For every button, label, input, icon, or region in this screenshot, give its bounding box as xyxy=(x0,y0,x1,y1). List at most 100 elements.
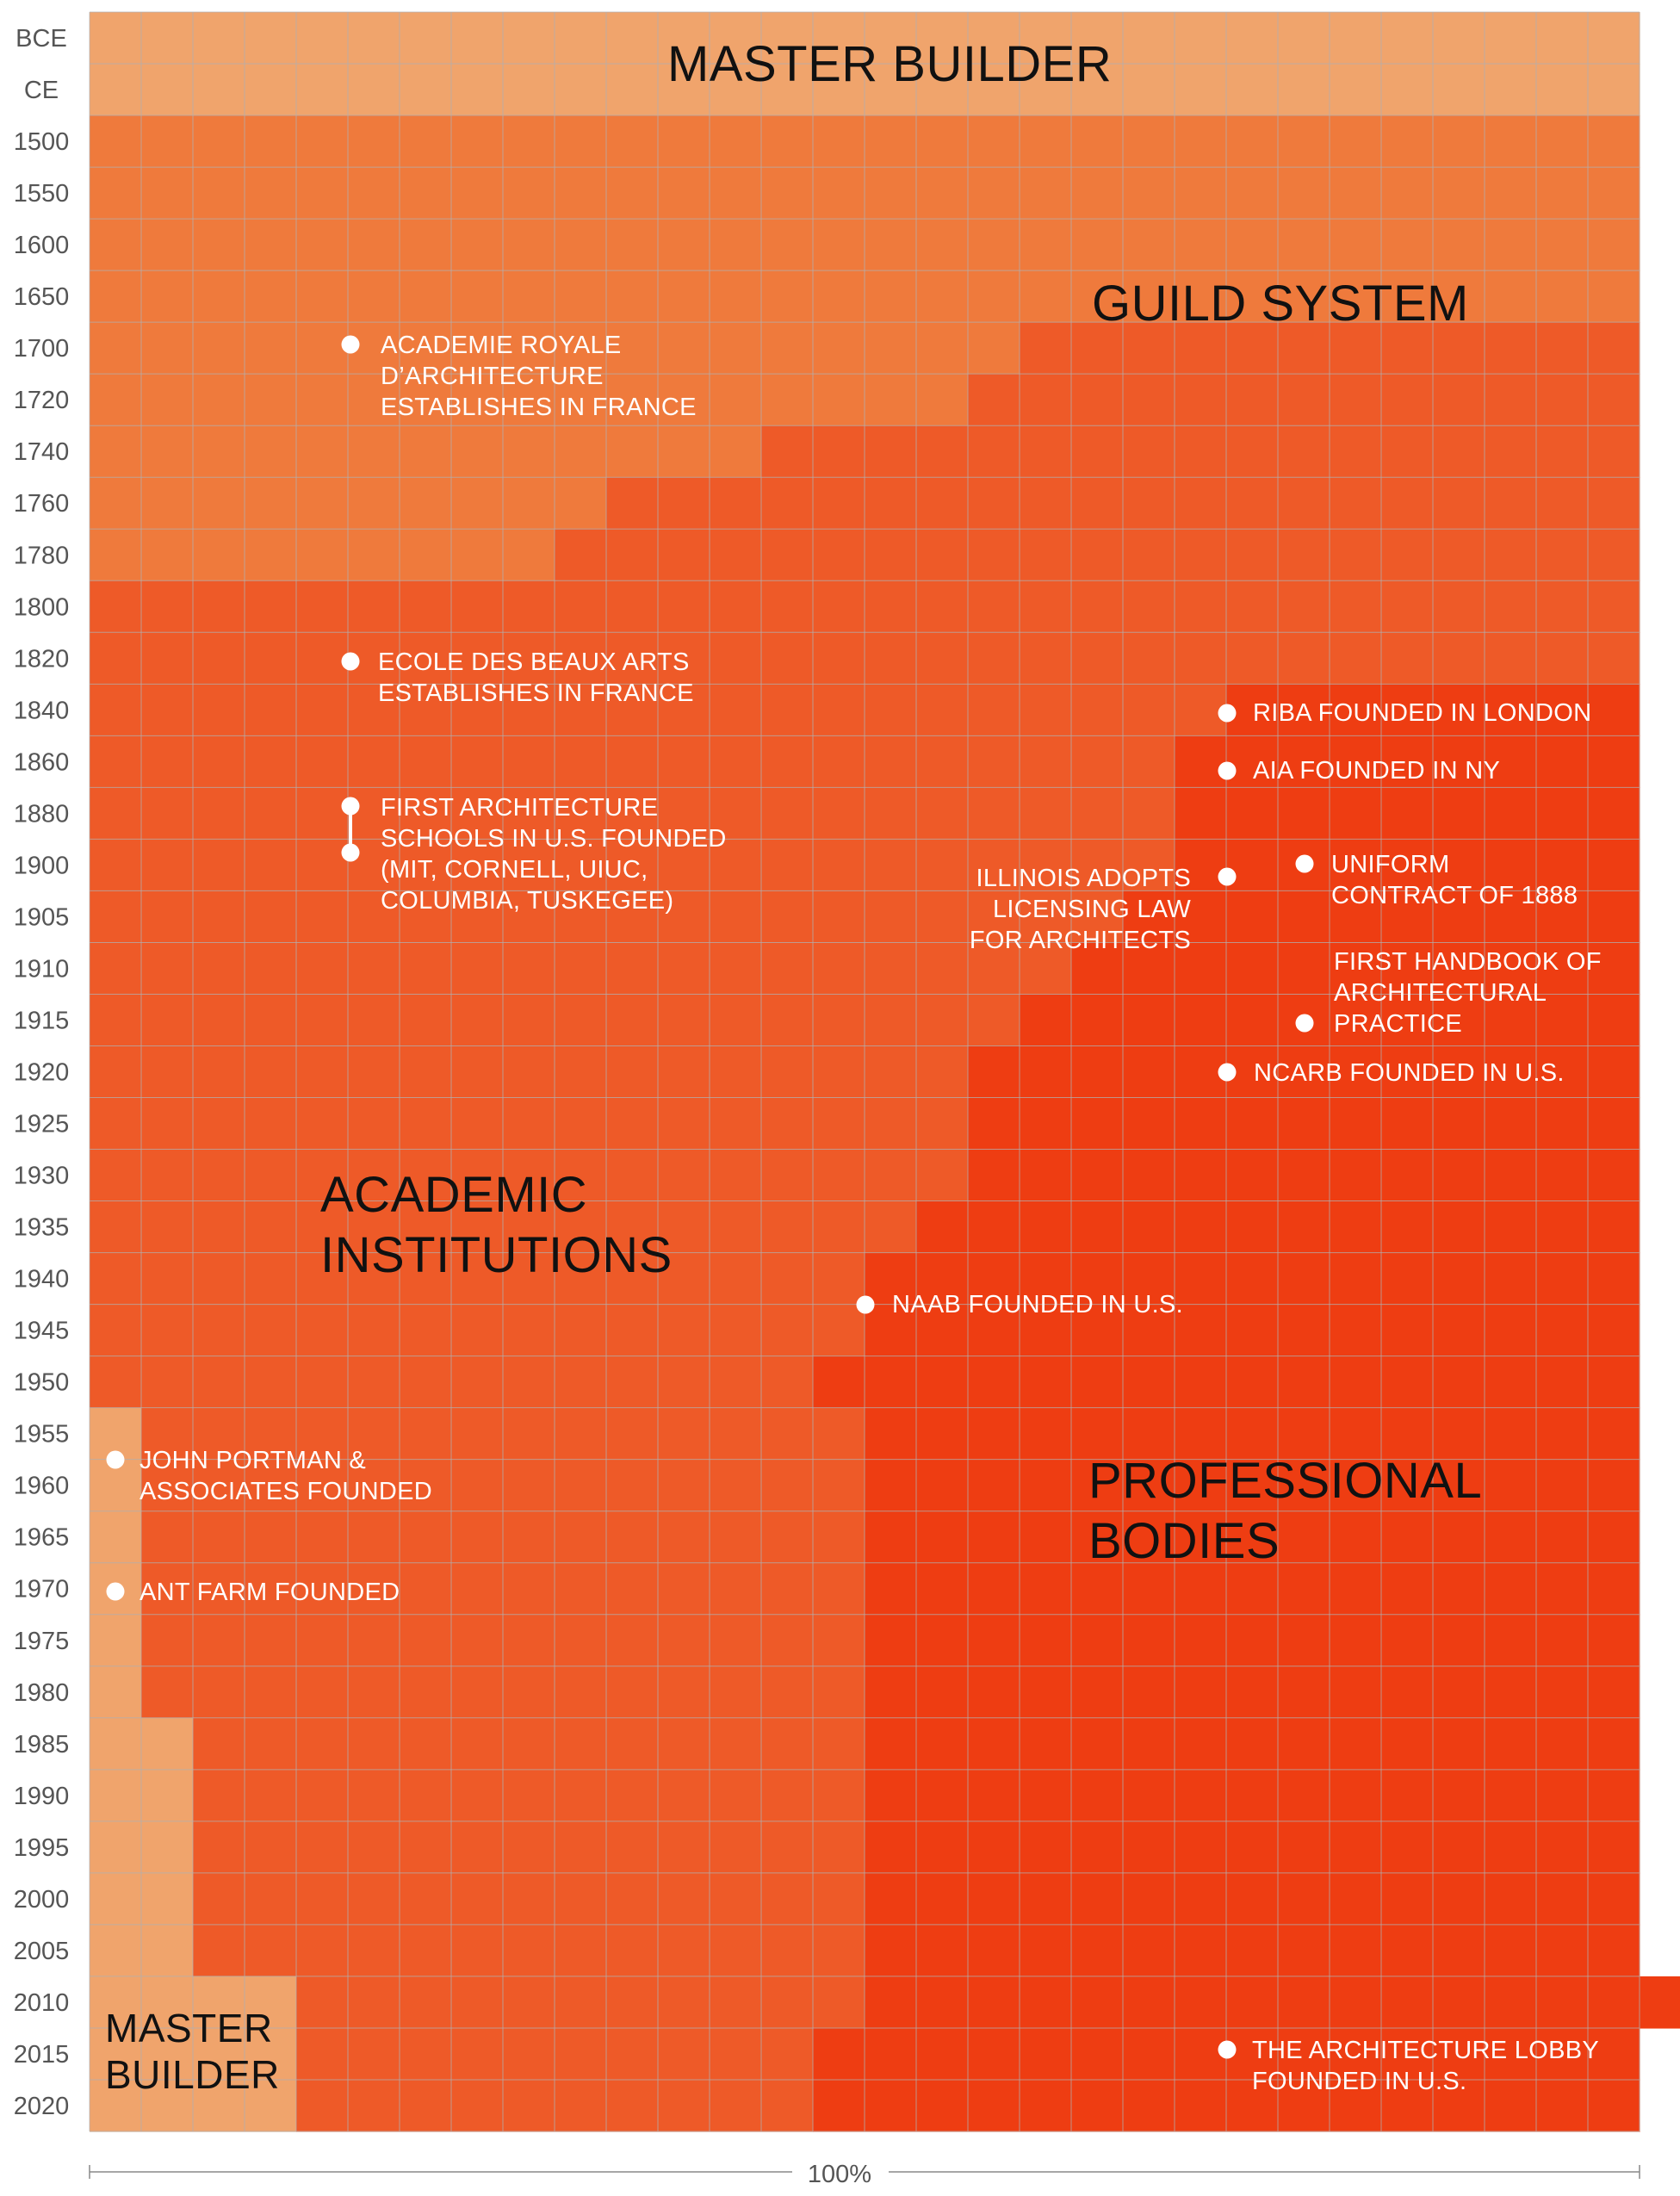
row-label-1965: 1965 xyxy=(14,1524,70,1552)
row-label-1960: 1960 xyxy=(14,1473,70,1500)
grid-layer xyxy=(89,11,1640,2132)
row-label-1910: 1910 xyxy=(14,955,70,983)
bar-professional-bodies-1900 xyxy=(1175,839,1640,892)
row-label-2000: 2000 xyxy=(14,1886,70,1914)
event-dot-0 xyxy=(341,335,360,354)
bar-academic-institutions-1930 xyxy=(90,1149,969,1202)
bar-guild-system-1780 xyxy=(90,529,555,581)
bar-academic-institutions-1920 xyxy=(90,1045,969,1099)
row-label-1975: 1975 xyxy=(14,1628,70,1655)
event-dot-12 xyxy=(1218,2040,1237,2059)
row-label-1860: 1860 xyxy=(14,748,70,776)
event-dot-3 xyxy=(1218,704,1237,723)
bar-academic-institutions-2010 xyxy=(296,1976,865,2029)
row-label-2020: 2020 xyxy=(14,2093,70,2120)
row-label-ce: CE xyxy=(24,77,59,104)
bar-professional-bodies-2005 xyxy=(865,1924,1640,1977)
bar-professional-bodies-1975 xyxy=(865,1614,1640,1667)
row-label-1955: 1955 xyxy=(14,1421,70,1448)
event-dot-4 xyxy=(1218,761,1237,780)
row-label-1900: 1900 xyxy=(14,852,70,879)
bar-academic-institutions-1985 xyxy=(193,1717,865,1771)
row-label-2005: 2005 xyxy=(14,1938,70,1965)
event-dot-6 xyxy=(1295,854,1314,873)
bar-guild-system-1740 xyxy=(90,425,762,478)
row-label-1940: 1940 xyxy=(14,1266,70,1293)
bar-professional-bodies-1985 xyxy=(865,1717,1640,1771)
bar-professional-bodies-1920 xyxy=(968,1045,1640,1099)
row-label-1500: 1500 xyxy=(14,128,70,156)
bar-professional-bodies-1925 xyxy=(968,1097,1640,1151)
row-label-2015: 2015 xyxy=(14,2041,70,2069)
row-label-1780: 1780 xyxy=(14,542,70,569)
bar-professional-bodies-1960 xyxy=(865,1459,1640,1512)
bar-academic-institutions-1900 xyxy=(90,839,1175,892)
row-label-1820: 1820 xyxy=(14,645,70,673)
bar-academic-institutions-1720 xyxy=(968,374,1640,426)
bar-academic-institutions-1925 xyxy=(90,1097,969,1151)
bar-professional-bodies-1980 xyxy=(865,1666,1640,1719)
row-label-1945: 1945 xyxy=(14,1318,70,1345)
bar-master-builder-1975 xyxy=(90,1614,142,1667)
event-dot-1 xyxy=(341,652,360,671)
bar-professional-bodies-2000 xyxy=(865,1872,1640,1926)
bar-academic-institutions-2000 xyxy=(193,1872,865,1926)
bar-academic-institutions-1880 xyxy=(90,787,1175,840)
bar-master-builder-1965 xyxy=(90,1511,142,1564)
bar-professional-bodies-2010 xyxy=(865,1976,1680,2029)
row-label-1740: 1740 xyxy=(14,438,70,466)
bar-academic-institutions-1860 xyxy=(90,735,1175,788)
bar-professional-bodies-1970 xyxy=(865,1562,1640,1616)
row-label-1990: 1990 xyxy=(14,1783,70,1810)
bar-academic-institutions-1995 xyxy=(193,1821,865,1874)
row-label-1985: 1985 xyxy=(14,1731,70,1759)
bar-professional-bodies-1955 xyxy=(865,1407,1640,1461)
row-label-1995: 1995 xyxy=(14,1834,70,1862)
bar-academic-institutions-1990 xyxy=(193,1769,865,1822)
row-label-1550: 1550 xyxy=(14,180,70,208)
bar-academic-institutions-1780 xyxy=(555,529,1640,581)
row-label-1950: 1950 xyxy=(14,1369,70,1397)
row-label-1905: 1905 xyxy=(14,903,70,931)
event-dot-11 xyxy=(106,1582,125,1601)
bar-master-builder-1980 xyxy=(90,1666,142,1719)
event-dot-9 xyxy=(856,1295,875,1314)
bar-professional-bodies-1940 xyxy=(865,1252,1640,1306)
x-axis: 100% xyxy=(89,2161,1640,2188)
x-axis-label: 100% xyxy=(808,2161,871,2188)
bar-professional-bodies-1910 xyxy=(1071,942,1640,996)
event-dot-7 xyxy=(1295,1014,1314,1033)
row-label-1760: 1760 xyxy=(14,490,70,518)
row-label-2010: 2010 xyxy=(14,1989,70,2017)
cells-layer xyxy=(90,12,1680,2132)
bar-academic-institutions-2005 xyxy=(193,1924,865,1977)
bar-guild-system-1720 xyxy=(90,374,969,426)
row-label-1840: 1840 xyxy=(14,697,70,724)
bar-professional-bodies-1990 xyxy=(865,1769,1640,1822)
event-dot-10 xyxy=(106,1450,125,1469)
bar-academic-institutions-1740 xyxy=(761,425,1640,478)
row-label-1920: 1920 xyxy=(14,1059,70,1087)
row-label-1700: 1700 xyxy=(14,335,70,363)
event-markers xyxy=(106,335,1314,2059)
row-label-1650: 1650 xyxy=(14,283,70,311)
bar-professional-bodies-1930 xyxy=(968,1149,1640,1202)
bar-professional-bodies-1860 xyxy=(1175,735,1640,788)
event-dot-5 xyxy=(1218,867,1237,886)
bar-professional-bodies-1880 xyxy=(1175,787,1640,840)
bar-professional-bodies-1995 xyxy=(865,1821,1640,1874)
bar-professional-bodies-1965 xyxy=(865,1511,1640,1564)
bar-academic-institutions-1945 xyxy=(90,1304,865,1357)
row-label-1930: 1930 xyxy=(14,1163,70,1190)
row-label-1935: 1935 xyxy=(14,1214,70,1242)
bar-academic-institutions-1940 xyxy=(90,1252,865,1306)
row-label-1600: 1600 xyxy=(14,232,70,259)
row-label-1880: 1880 xyxy=(14,800,70,828)
row-label-1720: 1720 xyxy=(14,387,70,414)
event-dot-range-end xyxy=(341,843,360,862)
row-label-1980: 1980 xyxy=(14,1679,70,1707)
bar-academic-institutions-1910 xyxy=(90,942,1072,996)
row-label-1925: 1925 xyxy=(14,1111,70,1138)
bar-professional-bodies-1945 xyxy=(865,1304,1640,1357)
